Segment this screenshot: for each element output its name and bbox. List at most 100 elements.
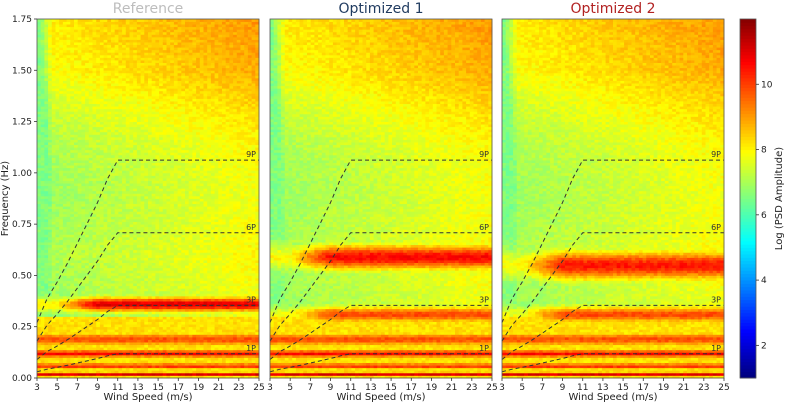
heatmap-cell <box>74 347 79 351</box>
heatmap-cell <box>140 52 145 56</box>
heatmap-cell <box>70 47 75 51</box>
heatmap-cell <box>148 54 153 58</box>
heatmap-cell <box>77 49 82 53</box>
heatmap-cell <box>114 203 119 207</box>
heatmap-cell <box>55 70 60 74</box>
heatmap-cell <box>122 80 127 84</box>
heatmap-cell <box>148 313 153 317</box>
heatmap-cell <box>55 193 60 197</box>
heatmap-cell <box>48 370 53 374</box>
heatmap-cell <box>144 129 149 133</box>
heatmap-cell <box>103 301 108 305</box>
heatmap-cell <box>85 183 90 187</box>
heatmap-cell <box>74 342 79 346</box>
heatmap-cell <box>44 365 49 369</box>
heatmap-cell <box>51 324 56 328</box>
heatmap-cell <box>129 226 134 230</box>
heatmap-cell <box>133 247 138 251</box>
heatmap-cell <box>125 139 130 143</box>
heatmap-cell <box>37 262 42 266</box>
heatmap-cell <box>81 113 86 117</box>
heatmap-cell <box>74 257 79 261</box>
heatmap-cell <box>77 216 82 220</box>
heatmap-cell <box>44 331 49 335</box>
heatmap-cell <box>148 288 153 292</box>
heatmap-cell <box>159 362 164 366</box>
heatmap-cell <box>44 360 49 364</box>
heatmap-cell <box>81 347 86 351</box>
heatmap-cell <box>114 139 119 143</box>
heatmap-cell <box>166 160 171 163</box>
heatmap-cell <box>62 242 67 246</box>
heatmap-cell <box>148 262 153 266</box>
heatmap-cell <box>48 113 53 117</box>
heatmap-cell <box>125 103 130 107</box>
heatmap-cell <box>88 75 93 79</box>
heatmap-cell <box>103 49 108 53</box>
heatmap-cell <box>92 121 97 125</box>
heatmap-cell <box>70 267 75 271</box>
heatmap-cell <box>74 188 79 192</box>
heatmap-cell <box>74 124 79 128</box>
heatmap-cell <box>62 254 67 258</box>
heatmap-cell <box>122 342 127 346</box>
heatmap-cell <box>88 244 93 248</box>
heatmap-cell <box>122 180 127 184</box>
heatmap-cell <box>59 52 64 56</box>
heatmap-cell <box>88 154 93 158</box>
heatmap-cell <box>166 262 171 266</box>
heatmap-cell <box>151 44 156 48</box>
heatmap-cell <box>48 108 53 112</box>
heatmap-cell <box>99 129 104 133</box>
heatmap-cell <box>159 190 164 194</box>
heatmap-cell <box>77 298 82 302</box>
heatmap-cell <box>88 57 93 61</box>
heatmap-cell <box>44 154 49 158</box>
heatmap-cell <box>111 285 116 289</box>
heatmap-cell <box>162 126 167 130</box>
heatmap-cell <box>148 244 153 248</box>
heatmap-cell <box>59 21 64 25</box>
heatmap-cell <box>103 360 108 364</box>
heatmap-cell <box>155 331 160 335</box>
heatmap-cell <box>66 172 71 176</box>
heatmap-cell <box>92 247 97 251</box>
heatmap-cell <box>162 44 167 48</box>
heatmap-cell <box>125 244 130 248</box>
heatmap-cell <box>59 188 64 192</box>
heatmap-cell <box>162 57 167 61</box>
heatmap-cell <box>118 139 123 143</box>
heatmap-cell <box>70 34 75 38</box>
heatmap-cell <box>74 216 79 220</box>
heatmap-cell <box>99 211 104 215</box>
heatmap-cell <box>99 270 104 274</box>
heatmap-cell <box>144 62 149 66</box>
heatmap-cell <box>55 213 60 217</box>
heatmap-cell <box>66 183 71 187</box>
heatmap-cell <box>155 144 160 148</box>
heatmap-cell <box>85 39 90 43</box>
heatmap-cell <box>55 298 60 302</box>
heatmap-cell <box>107 275 112 279</box>
heatmap-cell <box>148 308 153 312</box>
heatmap-cell <box>148 19 153 22</box>
heatmap-cell <box>133 270 138 274</box>
heatmap-cell <box>114 247 119 251</box>
heatmap-cell <box>81 183 86 187</box>
heatmap-cell <box>151 313 156 317</box>
heatmap-cell <box>103 24 108 28</box>
heatmap-cell <box>133 239 138 243</box>
heatmap-cell <box>144 375 149 379</box>
heatmap-cell <box>140 280 145 284</box>
heatmap-cell <box>129 372 134 376</box>
heatmap-cell <box>51 298 56 302</box>
heatmap-cell <box>55 285 60 289</box>
heatmap-cell <box>92 229 97 233</box>
heatmap-cell <box>40 301 45 305</box>
heatmap-cell <box>136 70 141 74</box>
heatmap-cell <box>48 201 53 205</box>
heatmap-cell <box>140 224 145 228</box>
heatmap-cell <box>133 365 138 369</box>
heatmap-cell <box>118 136 123 140</box>
heatmap-cell <box>55 162 60 166</box>
